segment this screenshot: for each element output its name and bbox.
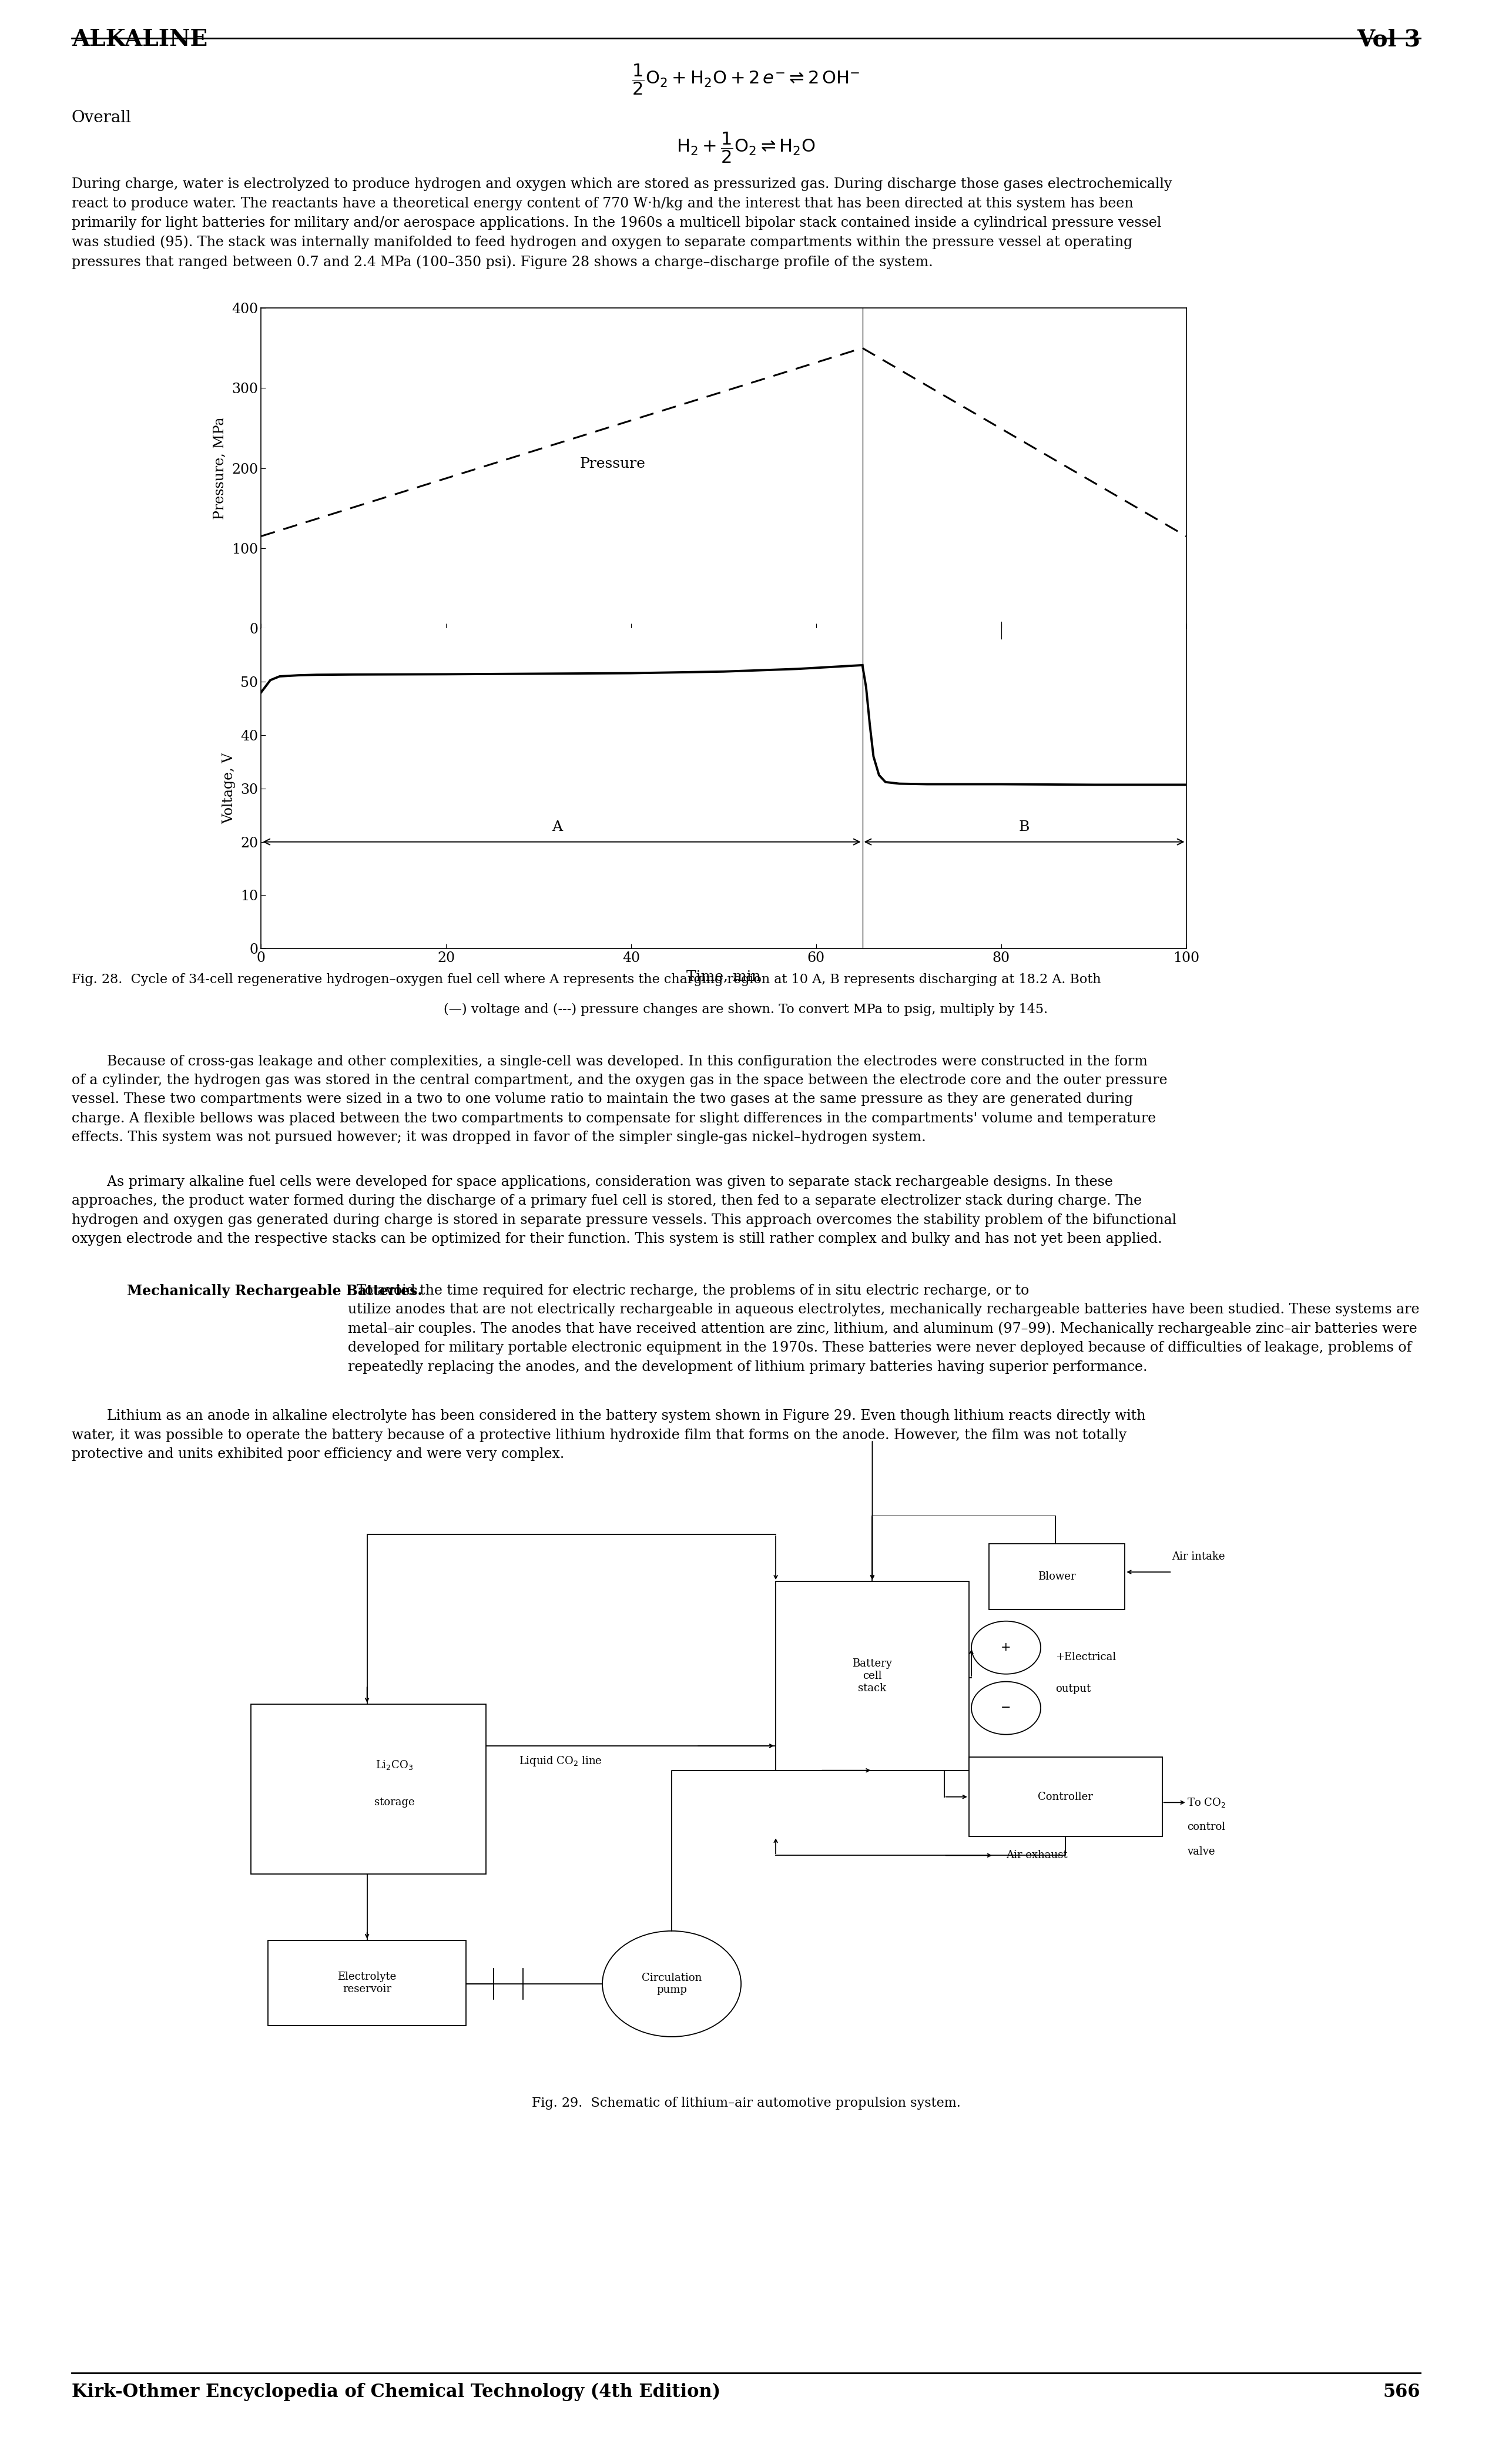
Text: Battery
cell
stack: Battery cell stack	[852, 1658, 892, 1693]
Text: storage: storage	[374, 1796, 415, 1809]
Text: To avoid the time required for electric recharge, the problems of in situ electr: To avoid the time required for electric …	[348, 1284, 1419, 1375]
Text: During charge, water is electrolyzed to produce hydrogen and oxygen which are st: During charge, water is electrolyzed to …	[72, 177, 1171, 269]
Text: valve: valve	[1186, 1846, 1214, 1858]
Y-axis label: Voltage, V: Voltage, V	[222, 754, 236, 823]
Y-axis label: Pressure, MPa: Pressure, MPa	[213, 416, 227, 520]
Text: +Electrical: +Electrical	[1056, 1651, 1116, 1663]
Text: $\dfrac{1}{2}\mathrm{O}_2 + \mathrm{H_2O} + 2\,e^{-}\rightleftharpoons 2\,\mathr: $\dfrac{1}{2}\mathrm{O}_2 + \mathrm{H_2O…	[633, 62, 859, 96]
X-axis label: Time, min: Time, min	[686, 971, 761, 983]
Text: 566: 566	[1383, 2383, 1420, 2400]
Text: Circulation
pump: Circulation pump	[642, 1974, 701, 1996]
Text: Liquid CO$_2$ line: Liquid CO$_2$ line	[519, 1754, 601, 1767]
Text: Overall: Overall	[72, 108, 131, 126]
Text: Li$_2$CO$_3$: Li$_2$CO$_3$	[376, 1759, 413, 1772]
Text: +: +	[1001, 1641, 1012, 1653]
Text: Kirk-Othmer Encyclopedia of Chemical Technology (4th Edition): Kirk-Othmer Encyclopedia of Chemical Tec…	[72, 2383, 721, 2400]
Text: Blower: Blower	[1038, 1572, 1076, 1582]
Text: Mechanically Rechargeable Batteries.: Mechanically Rechargeable Batteries.	[127, 1284, 422, 1299]
Text: output: output	[1056, 1683, 1091, 1695]
Text: Electrolyte
reservoir: Electrolyte reservoir	[337, 1971, 397, 1993]
Text: control: control	[1186, 1821, 1225, 1833]
Bar	[269, 1942, 466, 2025]
Bar	[989, 1542, 1125, 1609]
Text: $\mathrm{H_2} + \dfrac{1}{2}\mathrm{O}_2\rightleftharpoons\mathrm{H_2O}$: $\mathrm{H_2} + \dfrac{1}{2}\mathrm{O}_2…	[676, 131, 816, 165]
Text: Vol 3: Vol 3	[1356, 30, 1420, 52]
Bar	[776, 1582, 968, 1769]
Text: As primary alkaline fuel cells were developed for space applications, considerat: As primary alkaline fuel cells were deve…	[72, 1175, 1176, 1247]
Text: A: A	[552, 821, 562, 833]
Text: Fig. 29.  Schematic of lithium–air automotive propulsion system.: Fig. 29. Schematic of lithium–air automo…	[531, 2097, 961, 2109]
Bar	[251, 1705, 486, 1875]
Text: Fig. 28.  Cycle of 34-cell regenerative hydrogen–oxygen fuel cell where A repres: Fig. 28. Cycle of 34-cell regenerative h…	[72, 973, 1101, 986]
Text: Controller: Controller	[1038, 1791, 1094, 1801]
Text: Air intake: Air intake	[1173, 1552, 1225, 1562]
Text: −: −	[1001, 1703, 1012, 1712]
Text: B: B	[1019, 821, 1029, 833]
Text: Pressure: Pressure	[580, 458, 646, 471]
Text: ALKALINE: ALKALINE	[72, 30, 207, 52]
Text: (—) voltage and (---) pressure changes are shown. To convert MPa to psig, multip: (—) voltage and (---) pressure changes a…	[445, 1003, 1047, 1015]
Bar	[968, 1757, 1162, 1836]
Text: Because of cross-gas leakage and other complexities, a single-cell was developed: Because of cross-gas leakage and other c…	[72, 1055, 1167, 1143]
Text: To CO$_2$: To CO$_2$	[1186, 1796, 1225, 1809]
Text: Lithium as an anode in alkaline electrolyte has been considered in the battery s: Lithium as an anode in alkaline electrol…	[72, 1409, 1146, 1461]
Text: Air exhaust: Air exhaust	[1006, 1850, 1068, 1860]
